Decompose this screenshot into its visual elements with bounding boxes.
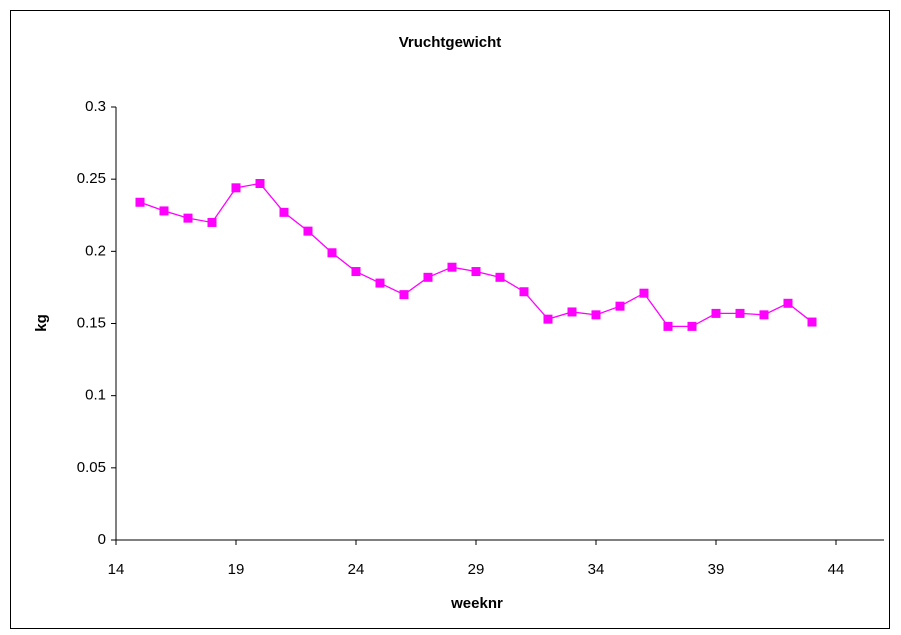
marker (399, 290, 409, 300)
x-tick-label: 14 (108, 561, 125, 578)
x-tick-label: 29 (468, 561, 485, 578)
marker (207, 217, 217, 227)
chart-border (10, 10, 890, 629)
marker (543, 314, 553, 324)
x-tick-label: 24 (348, 561, 365, 578)
marker (183, 213, 193, 223)
chart-title: Vruchtgewicht (399, 34, 502, 51)
marker (759, 310, 769, 320)
marker (159, 206, 169, 216)
x-tick-label: 44 (828, 561, 845, 578)
marker (495, 272, 505, 282)
y-tick-label: 0.25 (77, 170, 106, 187)
marker (783, 298, 793, 308)
marker (303, 226, 313, 236)
marker (135, 197, 145, 207)
marker (231, 183, 241, 193)
y-tick-label: 0.3 (85, 98, 106, 115)
y-tick-label: 0.15 (77, 314, 106, 331)
x-axis-label: weeknr (450, 595, 503, 612)
marker (687, 321, 697, 331)
marker (591, 310, 601, 320)
marker (639, 288, 649, 298)
marker (615, 301, 625, 311)
marker (567, 307, 577, 317)
y-tick-label: 0 (98, 531, 106, 548)
marker (351, 267, 361, 277)
marker (807, 317, 817, 327)
y-tick-label: 0.1 (85, 387, 106, 404)
marker (663, 321, 673, 331)
marker (471, 267, 481, 277)
y-tick-label: 0.05 (77, 459, 106, 476)
marker (447, 262, 457, 272)
marker (279, 207, 289, 217)
marker (519, 287, 529, 297)
marker (375, 278, 385, 288)
y-axis-label: kg (33, 314, 50, 332)
marker (423, 272, 433, 282)
y-tick-label: 0.2 (85, 242, 106, 259)
marker (327, 248, 337, 258)
x-tick-label: 19 (228, 561, 245, 578)
x-tick-label: 34 (588, 561, 605, 578)
marker (711, 308, 721, 318)
marker (735, 308, 745, 318)
x-tick-label: 39 (708, 561, 725, 578)
marker (255, 178, 265, 188)
